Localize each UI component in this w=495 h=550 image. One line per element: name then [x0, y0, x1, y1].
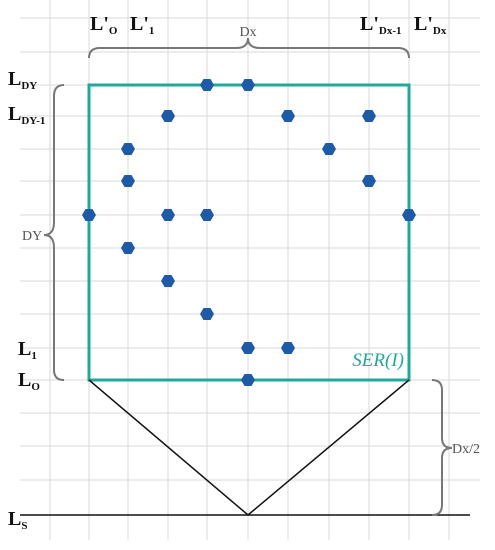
height-brace — [43, 84, 65, 381]
half-label: Dx/2 — [452, 442, 480, 457]
height-label: DY — [22, 229, 42, 244]
top-label: L'Dx — [414, 13, 447, 37]
points — [82, 79, 416, 386]
half-brace — [431, 379, 453, 516]
left-label: LDY — [8, 68, 37, 92]
left-label: L1 — [18, 338, 37, 362]
top-label: L'1 — [130, 13, 154, 37]
region-label: SER(I) — [352, 350, 404, 371]
triangle — [88, 379, 410, 516]
top-label: L'O — [90, 13, 118, 37]
left-label: LS — [8, 508, 27, 532]
width-label: Dx — [239, 25, 256, 40]
region-box — [87, 83, 411, 382]
left-label: LO — [18, 369, 40, 393]
top-label: L'Dx-1 — [360, 13, 402, 37]
left-label: LDY-1 — [8, 103, 45, 127]
width-brace — [88, 37, 410, 59]
